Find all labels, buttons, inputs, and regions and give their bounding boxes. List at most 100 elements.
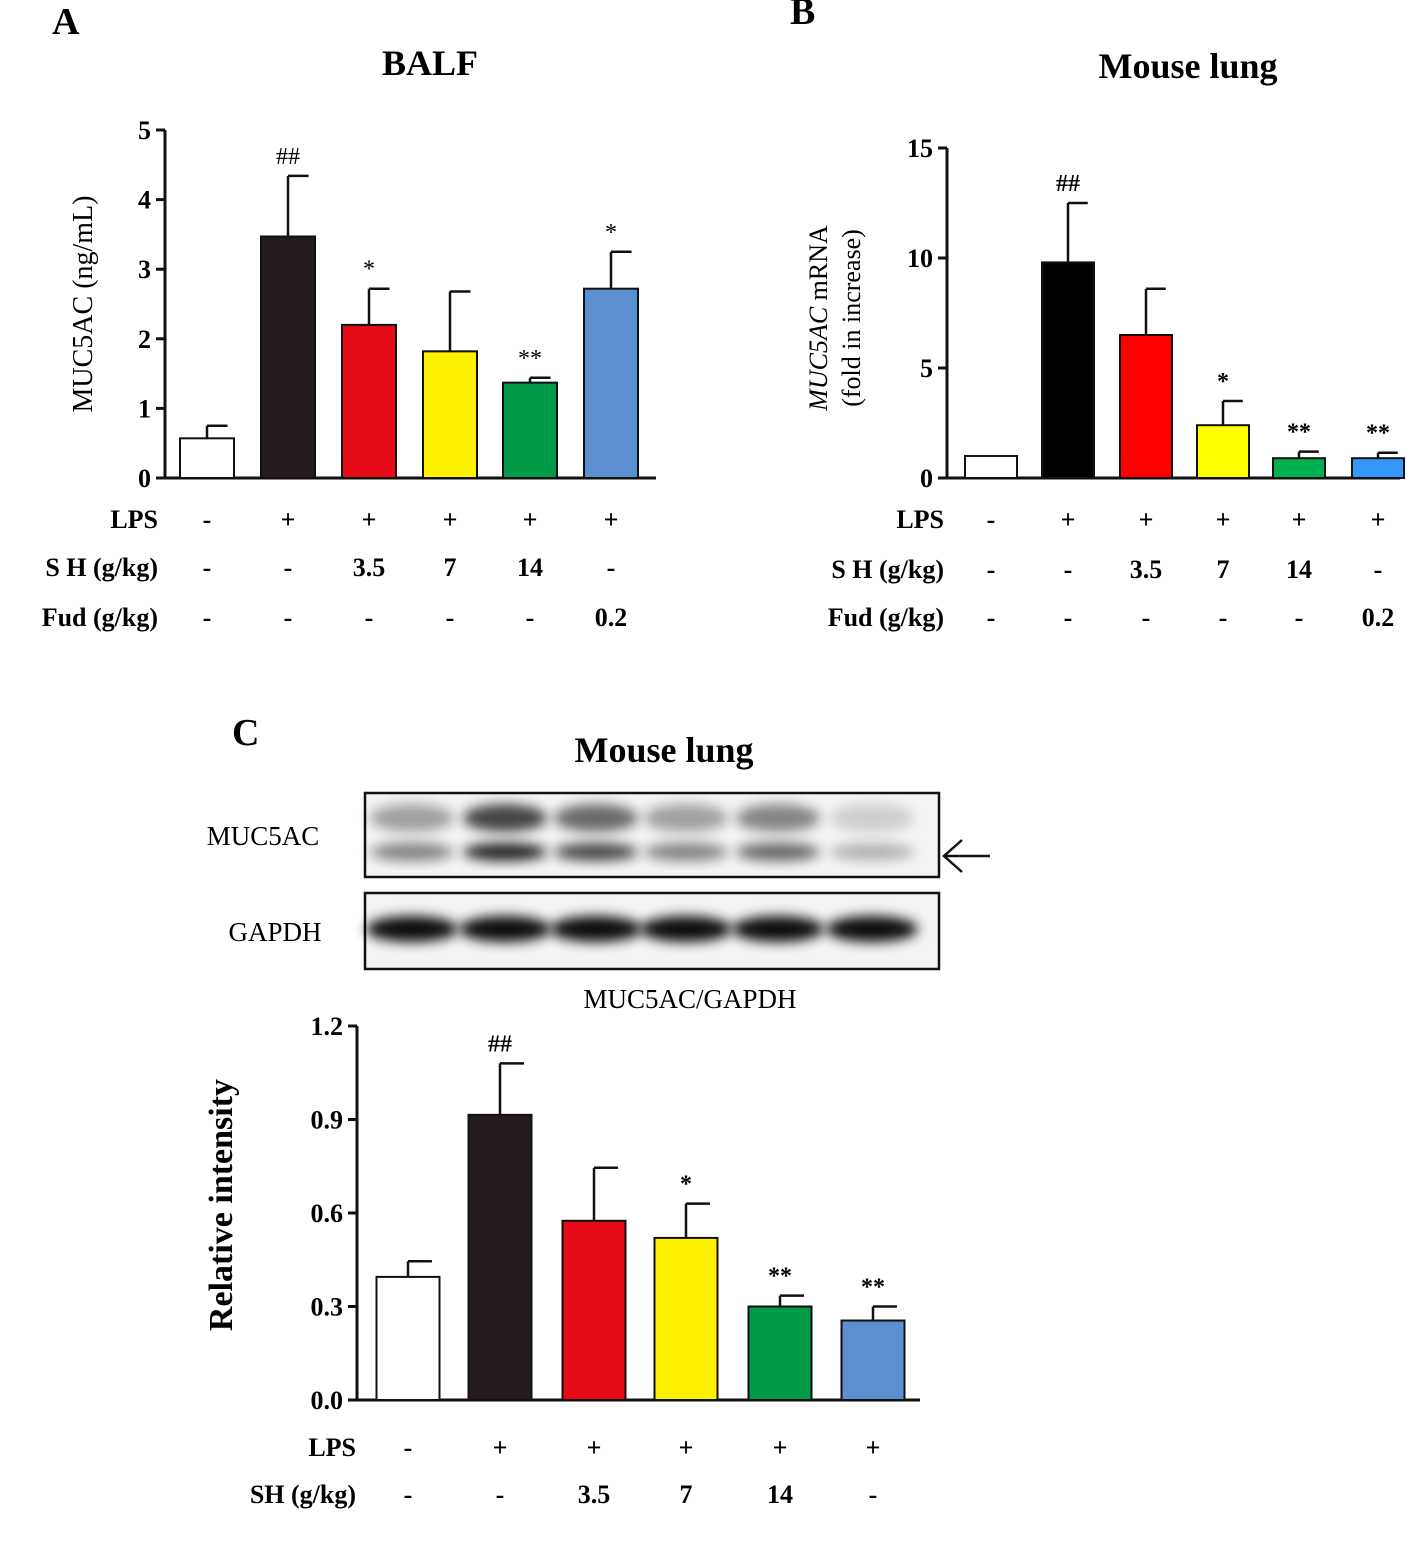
bar	[1041, 261, 1095, 479]
condition-value: +	[1061, 505, 1076, 534]
significance-mark: **	[861, 1275, 885, 1301]
condition-value: +	[1216, 505, 1231, 534]
muc5ac-band-lower	[830, 843, 914, 861]
condition-value: -	[284, 603, 293, 632]
condition-value: -	[1142, 603, 1151, 632]
bar	[747, 1305, 813, 1401]
bar	[561, 1219, 627, 1401]
condition-value: 0.2	[1362, 603, 1395, 632]
condition-value: -	[987, 555, 996, 584]
condition-value: -	[1064, 555, 1073, 584]
condition-value: -	[404, 1480, 413, 1509]
condition-value: -	[203, 505, 212, 534]
condition-value: -	[1295, 603, 1304, 632]
condition-label: Fud (g/kg)	[42, 603, 158, 632]
y-axis-label: MUC5AC mRNA	[804, 225, 833, 412]
bar	[1196, 424, 1250, 480]
muc5ac-band-upper	[554, 804, 638, 832]
significance-mark: *	[605, 220, 617, 246]
bar	[840, 1319, 906, 1402]
significance-mark: *	[363, 257, 375, 283]
condition-value: -	[590, 1557, 599, 1560]
condition-value: -	[284, 553, 293, 582]
blot-label-muc5ac: MUC5AC	[207, 821, 320, 851]
y-tick-label: 0	[920, 464, 933, 493]
condition-value: -	[496, 1480, 505, 1509]
condition-value: 3.5	[1130, 555, 1163, 584]
gapdh-band	[732, 916, 824, 942]
condition-value: -	[1064, 603, 1073, 632]
western-blot: MUC5AC GAPDH	[207, 791, 990, 971]
condition-value: 14	[517, 553, 543, 582]
significance-mark: **	[1287, 420, 1311, 446]
panel-letter: C	[232, 712, 259, 754]
y-axis-label-rest: mRNA	[804, 225, 833, 307]
y-tick-label: 2	[138, 325, 151, 354]
condition-value: +	[1371, 505, 1386, 534]
condition-value: 7	[1217, 555, 1230, 584]
condition-value: +	[443, 505, 458, 534]
y-tick-label: 15	[907, 134, 933, 163]
condition-value: -	[682, 1557, 691, 1560]
condition-value: +	[604, 505, 619, 534]
muc5ac-band-lower	[736, 843, 820, 861]
bar	[341, 323, 397, 479]
chart-title: Mouse lung	[1098, 46, 1277, 86]
panel-letter: A	[52, 1, 80, 43]
significance-mark: *	[680, 1172, 692, 1198]
muc5ac-band-upper	[736, 804, 820, 832]
bar	[583, 287, 639, 479]
panel-c: C Mouse lung MUC5AC/GAPDH 0.0 0.3 0.6 0.9 1.2 Re…	[203, 712, 920, 1560]
significance-mark: *	[1217, 369, 1229, 395]
condition-label: SH (g/kg)	[250, 1480, 356, 1509]
muc5ac-band-lower	[644, 843, 728, 861]
condition-value: +	[773, 1433, 788, 1462]
y-axis-label-line2: (fold in increase)	[837, 229, 866, 407]
condition-value: -	[446, 603, 455, 632]
condition-value: +	[493, 1433, 508, 1462]
bar	[653, 1236, 719, 1402]
y-axis-label: Relative intensity	[203, 1079, 240, 1331]
y-tick-label: 0.6	[311, 1199, 344, 1228]
bar	[1119, 334, 1173, 479]
y-axis-label: MUC5AC (ng/mL)	[68, 196, 99, 413]
muc5ac-band-upper	[830, 804, 914, 832]
panel-b: B Mouse lung 0 5 10 15 MUC5AC mRNA (fold in inc…	[790, 0, 1405, 632]
muc5ac-band-upper	[644, 804, 728, 832]
condition-value: +	[1139, 505, 1154, 534]
bar	[179, 437, 235, 480]
condition-value: -	[869, 1480, 878, 1509]
condition-value: -	[404, 1433, 413, 1462]
gapdh-band	[550, 916, 642, 942]
gapdh-band	[459, 916, 551, 942]
bar	[422, 350, 478, 479]
bar	[375, 1275, 441, 1402]
condition-value: +	[679, 1433, 694, 1462]
y-tick-label: 4	[138, 186, 151, 215]
muc5ac-band-upper	[463, 804, 547, 832]
muc5ac-band-lower	[370, 843, 454, 861]
chart-title: Mouse lung	[574, 730, 753, 770]
condition-value: -	[607, 553, 616, 582]
significance-mark: ##	[1056, 171, 1080, 197]
y-tick-label: 1.2	[311, 1012, 344, 1041]
condition-value: -	[526, 603, 535, 632]
y-tick-label: 0.0	[311, 1386, 344, 1415]
condition-value: -	[776, 1557, 785, 1560]
gapdh-band	[640, 916, 732, 942]
condition-value: +	[523, 505, 538, 534]
chart-title: BALF	[382, 43, 478, 83]
y-axis-label-italic: MUC5AC	[804, 306, 833, 412]
muc5ac-blot-frame	[363, 791, 941, 879]
condition-value: -	[203, 603, 212, 632]
bar	[1351, 457, 1405, 480]
condition-value: 7	[444, 553, 457, 582]
y-tick-label: 0	[138, 464, 151, 493]
condition-value: +	[587, 1433, 602, 1462]
condition-label: Fud (g/kg)	[828, 603, 944, 632]
condition-label: S H (g/kg)	[831, 555, 944, 584]
condition-value: 3.5	[353, 553, 386, 582]
condition-label: S H (g/kg)	[45, 553, 158, 582]
